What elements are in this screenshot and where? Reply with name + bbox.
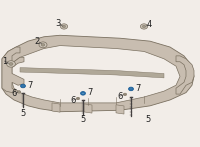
Text: 1: 1 [2,56,7,66]
Circle shape [7,61,15,67]
Circle shape [124,94,126,95]
Circle shape [82,93,84,94]
Polygon shape [20,68,164,78]
Text: 3: 3 [55,19,61,28]
Circle shape [62,25,66,28]
Polygon shape [176,56,194,94]
Circle shape [39,42,47,48]
Polygon shape [52,103,60,112]
Circle shape [77,98,79,99]
Text: 2: 2 [34,37,40,46]
Circle shape [129,87,133,91]
Text: 4: 4 [146,20,152,29]
Text: 7: 7 [87,88,93,97]
Circle shape [21,84,25,88]
Circle shape [142,25,146,28]
Polygon shape [2,47,24,93]
Polygon shape [2,35,194,112]
Circle shape [140,24,148,29]
Text: 6: 6 [70,96,75,105]
Text: 5: 5 [145,115,151,124]
Text: 7: 7 [27,81,32,90]
Circle shape [9,62,13,65]
Circle shape [60,24,68,29]
Circle shape [22,85,24,87]
Text: 5: 5 [20,109,26,118]
Polygon shape [12,46,180,103]
Text: 6: 6 [117,92,122,101]
Text: 6: 6 [11,89,16,98]
Circle shape [41,44,45,46]
Text: 5: 5 [80,115,86,124]
Circle shape [17,91,21,93]
Circle shape [130,88,132,90]
Circle shape [81,92,85,95]
Polygon shape [84,104,92,113]
Polygon shape [116,105,124,114]
Circle shape [76,97,80,100]
Text: 7: 7 [136,84,141,93]
Circle shape [123,93,127,96]
Circle shape [18,91,20,92]
